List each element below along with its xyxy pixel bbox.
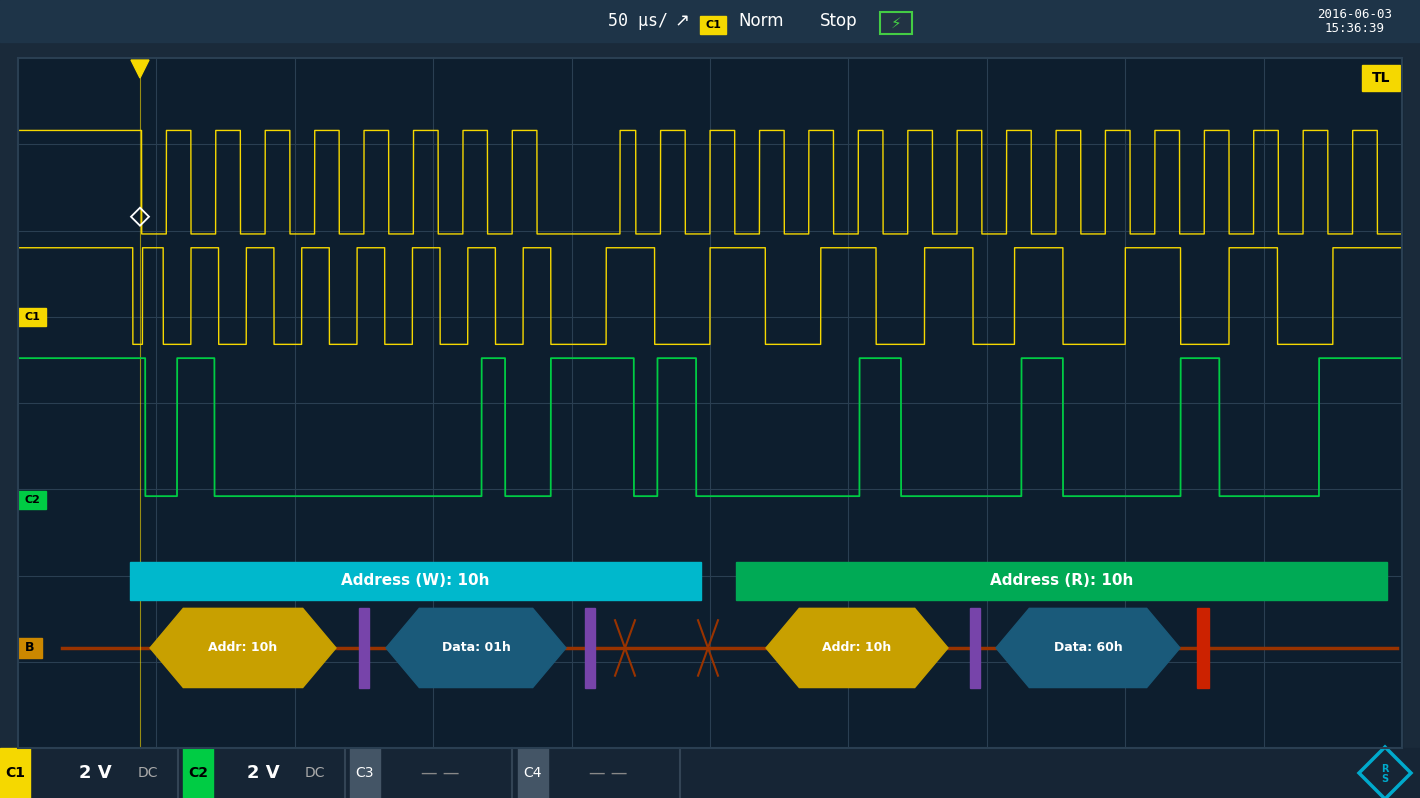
Text: C1: C1 — [24, 312, 40, 322]
Bar — [131, 562, 701, 599]
Polygon shape — [131, 60, 149, 78]
Bar — [349, 748, 381, 798]
Text: C3: C3 — [356, 766, 375, 780]
Bar — [18, 308, 45, 326]
Text: C1: C1 — [706, 20, 721, 30]
Text: C1: C1 — [6, 766, 26, 780]
Bar — [18, 58, 1402, 748]
Polygon shape — [995, 608, 1180, 688]
Text: 2 V: 2 V — [78, 764, 111, 782]
Text: C4: C4 — [524, 766, 542, 780]
Text: 2 V: 2 V — [247, 764, 280, 782]
Bar — [0, 748, 1420, 798]
Bar — [18, 638, 43, 658]
Bar — [0, 748, 30, 798]
Text: C2: C2 — [24, 495, 40, 504]
Bar — [736, 562, 1387, 599]
Text: C2: C2 — [187, 766, 207, 780]
Text: — —: — — — [589, 764, 628, 782]
Bar — [700, 16, 726, 34]
Text: DC: DC — [138, 766, 158, 780]
Bar — [18, 491, 45, 508]
Text: TL: TL — [1372, 71, 1390, 85]
Text: 50 µs/: 50 µs/ — [608, 12, 667, 30]
Polygon shape — [765, 608, 949, 688]
Text: Addr: 10h: Addr: 10h — [822, 642, 892, 654]
Bar — [970, 608, 980, 688]
Text: Addr: 10h: Addr: 10h — [209, 642, 278, 654]
Text: B: B — [26, 642, 34, 654]
Polygon shape — [386, 608, 567, 688]
Text: Norm: Norm — [738, 12, 784, 30]
Text: ↗: ↗ — [674, 12, 690, 30]
Text: DC: DC — [305, 766, 325, 780]
Text: Address (W): 10h: Address (W): 10h — [341, 573, 490, 588]
Text: Data: 01h: Data: 01h — [442, 642, 510, 654]
Text: S: S — [1382, 774, 1389, 784]
Text: Stop: Stop — [819, 12, 858, 30]
Bar — [359, 608, 369, 688]
Polygon shape — [151, 608, 337, 688]
Text: R: R — [1382, 764, 1389, 774]
Text: 2016-06-03: 2016-06-03 — [1318, 9, 1393, 22]
Bar — [880, 12, 912, 34]
Bar — [585, 608, 595, 688]
Bar — [1197, 608, 1208, 688]
Bar — [1362, 65, 1400, 91]
Text: — —: — — — [420, 764, 459, 782]
Bar — [0, 0, 1420, 42]
Text: ⚡: ⚡ — [890, 15, 902, 30]
Text: Address (R): 10h: Address (R): 10h — [990, 573, 1133, 588]
Bar — [183, 748, 213, 798]
Bar — [18, 58, 1402, 748]
Text: 15:36:39: 15:36:39 — [1325, 22, 1384, 35]
Bar — [518, 748, 548, 798]
Text: Data: 60h: Data: 60h — [1054, 642, 1122, 654]
